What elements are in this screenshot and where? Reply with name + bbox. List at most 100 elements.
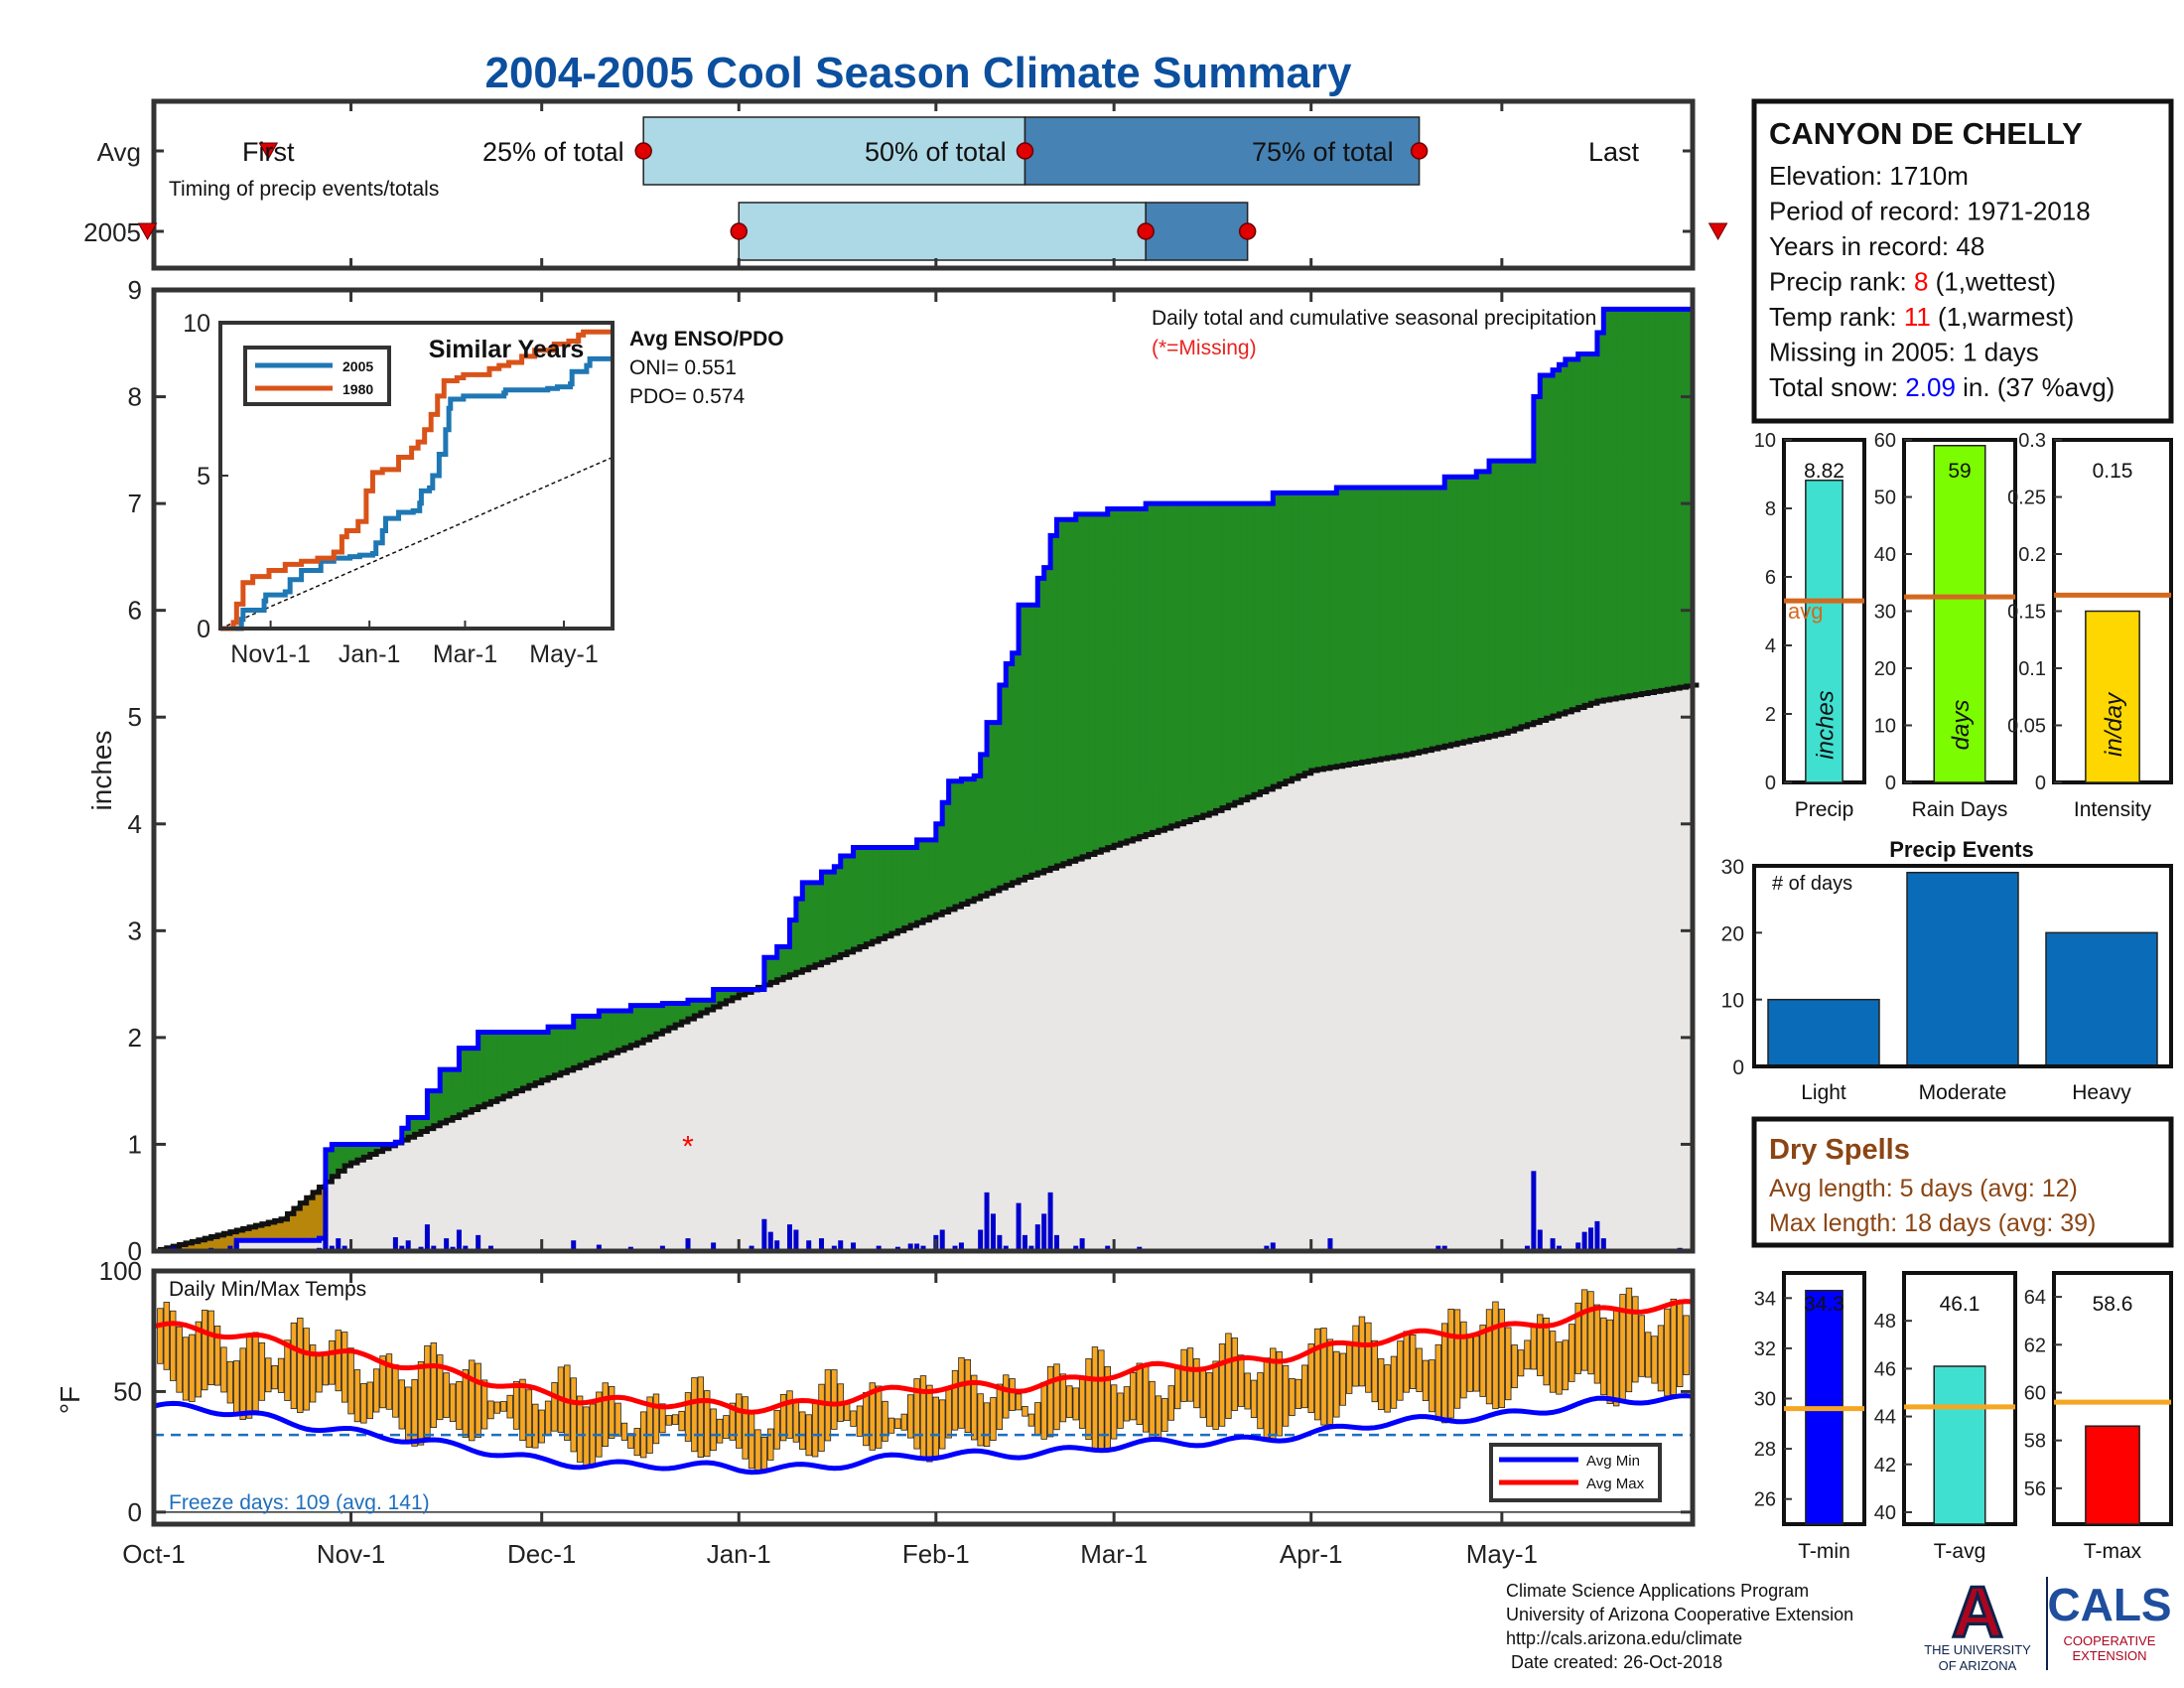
daily-precip-bar <box>1556 1245 1562 1251</box>
summary-rain-days-label: Rain Days <box>1912 798 2008 821</box>
daily-temp-bar <box>887 1417 895 1434</box>
daily-precip-bar <box>1105 1245 1111 1251</box>
daily-precip-bar <box>1588 1227 1594 1251</box>
precip-events-ytick-label: 0 <box>1732 1056 1744 1079</box>
timing-row-2005: 2005 <box>83 217 141 247</box>
daily-temp-bar <box>392 1364 399 1418</box>
daily-temp-bar <box>220 1346 227 1393</box>
inset-title: Similar Years <box>429 336 585 363</box>
station-info-line: Precip rank: 8 (1,wettest) <box>1769 267 2056 297</box>
station-info-line: Total snow: 2.09 in. (37 %avg) <box>1769 372 2115 402</box>
daily-temp-bar <box>900 1413 907 1431</box>
station-info-text: 11 <box>1904 302 1931 332</box>
daily-precip-bar <box>1016 1202 1022 1251</box>
daily-temp-bar <box>265 1357 272 1393</box>
daily-temp-bar <box>1569 1324 1575 1382</box>
daily-temp-bar <box>760 1436 768 1471</box>
daily-temp-bar <box>207 1310 214 1386</box>
daily-precip-bar <box>1264 1245 1270 1251</box>
daily-temp-bar <box>1289 1378 1296 1417</box>
daily-temp-bar <box>977 1393 984 1447</box>
station-info-line: Missing in 2005: 1 days <box>1769 338 2039 367</box>
inset-legend-1980: 1980 <box>342 381 373 397</box>
daily-precip-bar <box>1034 1224 1040 1251</box>
daily-precip-bar <box>1524 1245 1530 1251</box>
daily-precip-bar <box>958 1242 964 1251</box>
daily-precip-bar <box>939 1229 945 1251</box>
daily-temp-bar <box>480 1379 488 1430</box>
timing-marker-1-0 <box>730 222 749 240</box>
inset-xtick-label: Jan-1 <box>339 640 401 668</box>
temp-summary-t-max-bar <box>2085 1425 2140 1525</box>
daily-temp-bar <box>1492 1301 1499 1410</box>
daily-temp-bar <box>1657 1325 1665 1392</box>
precip-chart: * 0 1 2 3 4 5 6 7 8 9 inches Daily total and cumul… <box>86 275 1700 1266</box>
daily-precip-bar <box>1054 1234 1060 1251</box>
daily-temp-bar <box>1009 1378 1016 1411</box>
daily-temp-bar <box>1110 1384 1118 1440</box>
daily-precip-bar <box>1537 1229 1543 1251</box>
temp-summary-t-min-value: 34.3 <box>1804 1293 1844 1316</box>
daily-temp-bar <box>417 1360 425 1446</box>
daily-temp-bar <box>779 1393 787 1442</box>
summary-rain-days-ytick-label: 10 <box>1874 716 1896 738</box>
timing-box-50-75-1 <box>1145 202 1249 261</box>
daily-precip-bar <box>1003 1245 1009 1251</box>
daily-temp-bar <box>1003 1374 1010 1419</box>
daily-temp-bar <box>1320 1328 1327 1426</box>
summary-rain-days-ytick-label: 20 <box>1874 658 1896 680</box>
daily-temp-bar <box>875 1385 883 1449</box>
daily-temp-bar <box>1015 1393 1023 1411</box>
footer-line-1: Climate Science Applications Program <box>1506 1581 1809 1601</box>
daily-temp-bar <box>1638 1315 1645 1377</box>
daily-temp-bar <box>189 1334 196 1402</box>
daily-temp-bar <box>500 1401 507 1412</box>
daily-precip-bar <box>323 1187 329 1251</box>
pdo-value: PDO= 0.574 <box>629 385 745 408</box>
timing-marker-0-0 <box>634 142 652 160</box>
station-info-text: Temp rank: <box>1769 302 1904 332</box>
daily-temp-bar <box>385 1353 393 1410</box>
timing-last-1 <box>1707 222 1728 241</box>
precip-ytick-label: 9 <box>128 275 142 305</box>
daily-precip-bar <box>424 1224 430 1251</box>
daily-temp-bar <box>411 1378 418 1447</box>
inset-series-2005 <box>220 355 613 632</box>
daily-temp-bar <box>239 1347 246 1421</box>
timing-row-avg: Avg <box>97 137 141 167</box>
daily-temp-bar <box>353 1369 361 1423</box>
daily-temp-bar <box>1193 1357 1200 1409</box>
daily-temp-bar <box>805 1414 812 1457</box>
freeze-days: Freeze days: 109 (avg. 141) <box>169 1491 430 1514</box>
daily-temp-bar <box>1313 1328 1321 1421</box>
precip-events-title: Precip Events <box>1889 837 2034 862</box>
daily-temp-bar <box>1416 1347 1423 1392</box>
daily-precip-bar <box>444 1238 450 1251</box>
daily-temp-bar <box>347 1347 354 1415</box>
temp-summary-t-min-ytick-label: 28 <box>1754 1439 1776 1461</box>
daily-temp-bar <box>437 1354 444 1421</box>
daily-temp-bar <box>1600 1317 1607 1396</box>
footer-line-4: Date created: 26-Oct-2018 <box>1506 1652 1722 1672</box>
temp-ytick-label: 50 <box>113 1376 142 1406</box>
daily-temp-bar <box>596 1391 603 1458</box>
timing-subtitle: Timing of precip events/totals <box>169 178 439 201</box>
temp-summary-t-max-ytick-label: 56 <box>2024 1478 2046 1500</box>
summary-rain-days-value: 59 <box>1948 460 1971 483</box>
summary-intensity-unit: in/day <box>2101 691 2127 757</box>
daily-temp-bar <box>1161 1398 1168 1432</box>
daily-precip-bar <box>1594 1220 1600 1251</box>
daily-temp-bar <box>1485 1309 1493 1405</box>
inset-xtick-label: Mar-1 <box>433 640 497 668</box>
daily-temp-bar <box>1117 1392 1124 1429</box>
legend-avg-max: Avg Max <box>1586 1476 1645 1492</box>
daily-temp-bar <box>538 1409 545 1444</box>
daily-precip-bar <box>767 1231 773 1251</box>
daily-temp-bar <box>1149 1380 1156 1439</box>
timing-marker-0-2 <box>1410 142 1429 160</box>
daily-temp-bar <box>1466 1334 1474 1392</box>
timing-label-50: 50% of total <box>865 137 1007 167</box>
daily-temp-bar <box>1580 1289 1588 1371</box>
daily-temp-bar <box>271 1365 278 1390</box>
temp-ytick-label: 0 <box>128 1497 142 1527</box>
